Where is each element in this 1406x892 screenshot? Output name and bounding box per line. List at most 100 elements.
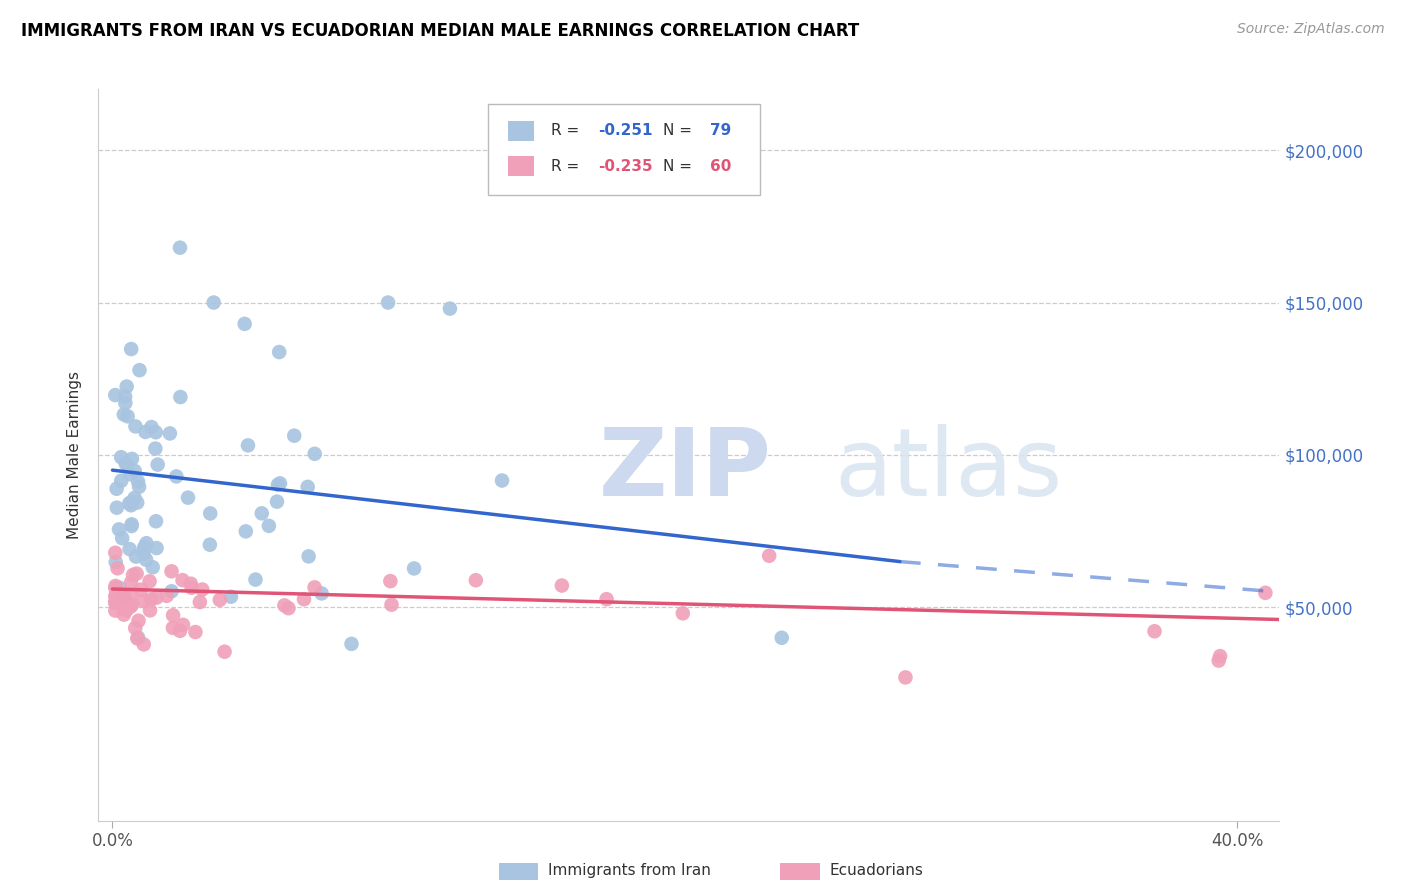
Point bbox=[340, 637, 363, 651]
Point bbox=[128, 480, 150, 494]
Point bbox=[104, 581, 127, 595]
Point bbox=[464, 573, 486, 587]
Point bbox=[111, 531, 134, 545]
Point bbox=[117, 409, 139, 424]
Text: 60: 60 bbox=[710, 159, 731, 174]
Point bbox=[121, 517, 143, 532]
Point bbox=[380, 574, 402, 588]
FancyBboxPatch shape bbox=[488, 103, 759, 195]
Point bbox=[159, 426, 181, 441]
Point bbox=[180, 576, 202, 591]
Point bbox=[245, 573, 267, 587]
Point bbox=[120, 495, 142, 509]
Point bbox=[145, 442, 167, 456]
Point bbox=[145, 541, 167, 555]
Point bbox=[104, 604, 127, 618]
Point bbox=[235, 524, 257, 539]
Point bbox=[112, 590, 135, 604]
Point bbox=[156, 589, 179, 603]
Point bbox=[758, 549, 780, 563]
Point bbox=[1143, 624, 1166, 639]
Point bbox=[132, 547, 155, 561]
Point bbox=[377, 295, 399, 310]
Point bbox=[292, 592, 315, 607]
Point bbox=[108, 522, 131, 536]
Point bbox=[120, 498, 142, 512]
Point bbox=[127, 631, 149, 645]
Point bbox=[142, 560, 165, 574]
Point bbox=[104, 546, 127, 560]
Point bbox=[169, 624, 191, 638]
Point bbox=[121, 519, 143, 533]
Point bbox=[1208, 654, 1230, 668]
Point bbox=[118, 542, 141, 557]
FancyBboxPatch shape bbox=[508, 156, 534, 177]
Point bbox=[172, 573, 194, 587]
Point bbox=[127, 475, 149, 489]
Point bbox=[105, 482, 128, 496]
Point bbox=[114, 594, 136, 608]
Point bbox=[894, 670, 917, 684]
Point bbox=[125, 549, 148, 564]
Point bbox=[104, 555, 127, 569]
Point bbox=[145, 425, 167, 440]
Point bbox=[108, 581, 131, 595]
Point bbox=[120, 575, 142, 590]
Point bbox=[298, 549, 321, 564]
Point bbox=[160, 564, 183, 578]
FancyBboxPatch shape bbox=[508, 120, 534, 141]
Text: ZIP: ZIP bbox=[599, 424, 772, 516]
Point bbox=[402, 561, 425, 575]
Point bbox=[124, 464, 146, 478]
Point bbox=[107, 586, 129, 600]
Point bbox=[380, 598, 402, 612]
Point bbox=[145, 514, 167, 528]
Point bbox=[202, 295, 225, 310]
Point bbox=[304, 581, 326, 595]
Point bbox=[304, 447, 326, 461]
Point bbox=[124, 491, 146, 505]
Text: Ecuadorians: Ecuadorians bbox=[830, 863, 924, 878]
Point bbox=[269, 345, 291, 359]
Point bbox=[128, 363, 150, 377]
Point bbox=[118, 496, 141, 510]
Point bbox=[180, 581, 202, 595]
Point bbox=[138, 574, 160, 589]
Point bbox=[127, 632, 149, 646]
Text: 79: 79 bbox=[710, 123, 731, 138]
Point bbox=[141, 592, 163, 607]
Point bbox=[104, 589, 127, 603]
Point bbox=[121, 588, 143, 602]
Point bbox=[160, 584, 183, 599]
Point bbox=[104, 589, 127, 603]
Point bbox=[172, 617, 194, 632]
Point bbox=[233, 317, 256, 331]
Point bbox=[141, 420, 163, 434]
Text: N =: N = bbox=[664, 159, 697, 174]
Point bbox=[112, 607, 135, 622]
Text: -0.251: -0.251 bbox=[598, 123, 652, 138]
Point bbox=[770, 631, 793, 645]
Point bbox=[104, 596, 127, 610]
Point bbox=[257, 519, 280, 533]
Point bbox=[121, 598, 143, 612]
Point bbox=[269, 476, 291, 491]
Point bbox=[129, 582, 152, 597]
Point bbox=[115, 603, 138, 617]
Point bbox=[105, 500, 128, 515]
Point bbox=[104, 594, 127, 608]
Point bbox=[266, 494, 288, 508]
Point bbox=[135, 552, 157, 566]
Point bbox=[283, 428, 305, 442]
Point bbox=[112, 408, 135, 422]
Point bbox=[120, 342, 142, 356]
Point bbox=[551, 578, 574, 592]
Point bbox=[132, 594, 155, 608]
Text: N =: N = bbox=[664, 123, 697, 138]
Point bbox=[162, 608, 184, 623]
Y-axis label: Median Male Earnings: Median Male Earnings bbox=[67, 371, 83, 539]
Point bbox=[250, 506, 273, 520]
Point bbox=[297, 480, 319, 494]
Point bbox=[114, 390, 136, 404]
Point bbox=[134, 425, 156, 439]
